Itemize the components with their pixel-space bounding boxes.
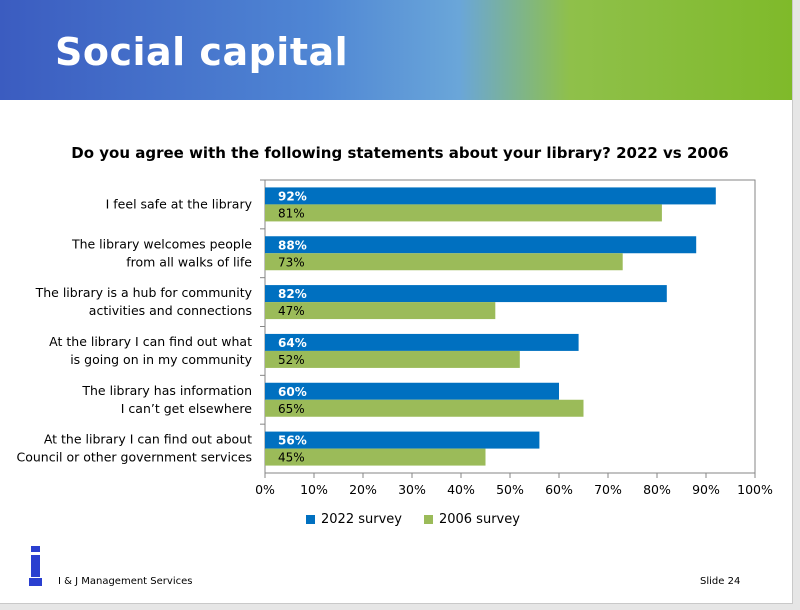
bar-2006-5 [265,448,486,466]
bar-2022-3 [265,333,579,351]
bar-2006-0 [265,204,662,222]
x-tick-label: 100% [737,482,773,497]
slide-title: Social capital [55,30,349,74]
data-label: 45% [278,451,305,465]
x-tick-label: 60% [545,482,573,497]
x-tick-label: 10% [300,482,328,497]
data-label: 81% [278,206,305,220]
legend-item-2006: 2006 survey [423,512,520,527]
category-label: The library has information [81,383,252,398]
x-tick-label: 50% [496,482,524,497]
x-tick-label: 30% [398,482,426,497]
data-label: 64% [278,336,307,350]
bar-2022-2 [265,285,667,303]
title-banner: Social capital [0,0,792,100]
category-label: I can’t get elsewhere [121,401,253,416]
data-label: 92% [278,189,307,203]
bar-2022-1 [265,236,697,254]
legend-label-2006: 2006 survey [438,512,520,527]
data-label: 82% [278,287,307,301]
data-label: 60% [278,385,307,399]
bar-2006-1 [265,253,623,271]
bar-2022-5 [265,431,540,449]
bar-2022-4 [265,382,559,400]
data-label: 52% [278,353,305,367]
legend-swatch-2022 [306,515,315,524]
data-label: 88% [278,238,307,252]
legend-swatch-2006 [423,515,433,524]
legend-item-2022: 2022 survey [306,512,402,527]
bar-2006-4 [265,399,584,417]
data-label: 73% [278,255,305,269]
category-label: Council or other government services [16,450,252,465]
category-label: At the library I can find out what [49,334,252,349]
bar-2022-0 [265,187,716,205]
bar-chart: 0% 10% 20% 30% 40% 50% 60% 70% 80% 90% 100% I feel … [16,179,773,497]
data-label: 56% [278,434,307,448]
x-tick-label: 70% [594,482,622,497]
category-label: activities and connections [89,303,252,318]
data-label: 65% [278,402,305,416]
x-tick-label: 20% [349,482,377,497]
data-label: 47% [278,304,305,318]
chart-title: Do you agree with the following statemen… [71,144,729,162]
x-tick-label: 40% [447,482,475,497]
category-label: I feel safe at the library [106,196,253,211]
legend-label-2022: 2022 survey [321,512,402,527]
category-label: is going on in my community [70,352,252,367]
logo-icon [29,546,42,586]
category-label: The library is a hub for community [35,285,253,300]
x-tick-label: 0% [255,482,275,497]
x-tick-label: 80% [643,482,671,497]
x-tick-label: 90% [692,482,720,497]
category-label: At the library I can find out about [44,432,252,447]
footer-slide-number: Slide 24 [700,576,741,587]
bar-2006-3 [265,350,520,368]
plot-area [264,179,756,474]
footer-company: I & J Management Services [58,576,193,587]
bar-2006-2 [265,302,496,320]
category-label: The library welcomes people [71,236,252,251]
chart-legend: 2022 survey 2006 survey [306,512,520,527]
category-label: from all walks of life [126,254,252,269]
